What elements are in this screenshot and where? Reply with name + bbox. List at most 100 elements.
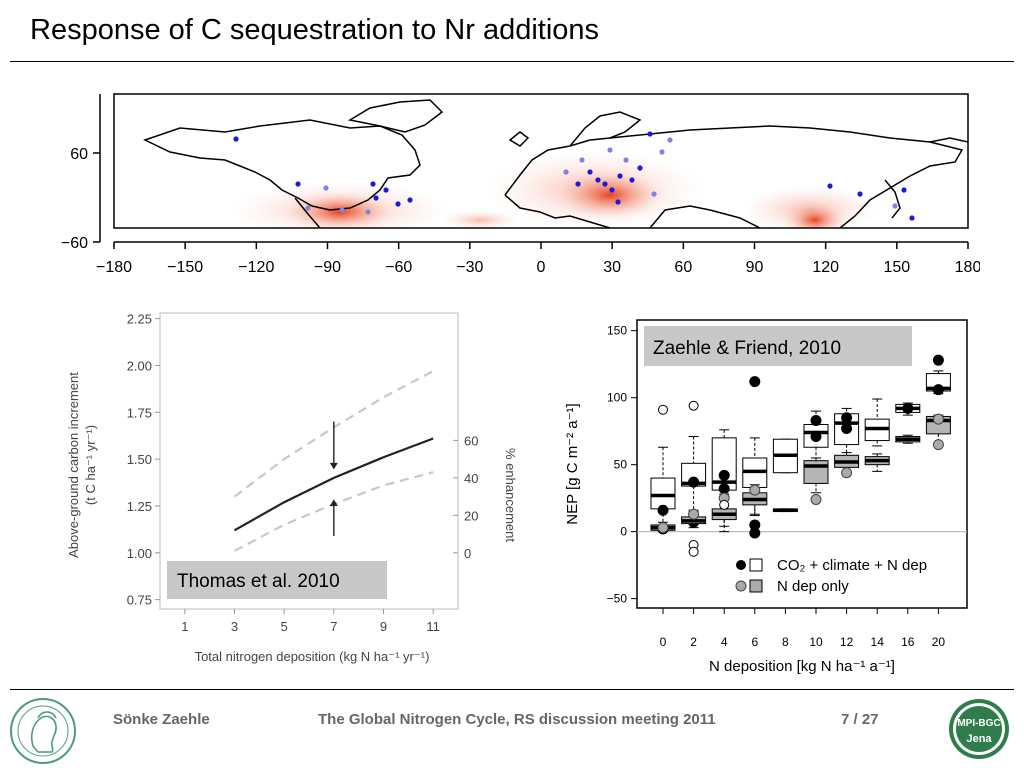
zaehle-x-tick-label: 2 [690, 635, 697, 649]
zaehle-x-tick-label: 8 [782, 635, 789, 649]
map-x-tick-label: −120 [238, 259, 274, 276]
coastlines [143, 99, 968, 228]
legend-grey-box [749, 579, 763, 593]
zaehle-point-co2 [841, 423, 853, 435]
zaehle-point-co2 [749, 527, 761, 539]
zaehle-point-ndep [810, 493, 822, 505]
thomas-mean-line [233, 437, 434, 532]
thomas-y-tick-label: 1.00 [127, 546, 152, 561]
mpi-bgc-logo: MPI-BGC Jena [949, 699, 1009, 759]
zaehle-annotation-box [644, 326, 912, 366]
thomas-x-tick-label: 7 [330, 619, 337, 634]
zaehle-x-tick-label: 14 [871, 635, 885, 649]
mpi-logo-text-bottom: Jena [966, 733, 992, 745]
map-x-tick-label: −180 [96, 259, 132, 276]
zaehle-point-ndep [932, 413, 944, 425]
thomas-x-tick-label: 3 [231, 619, 238, 634]
map-x-tick-label: −90 [314, 259, 341, 276]
thomas-y-tick-label: 2.00 [127, 358, 152, 373]
nitrogen-site-map: −180 −150 −120 −90 −60 −30 0 30 60 90 120 150 180 60 −… [61, 93, 980, 276]
zaehle-x-tick-label: 10 [809, 635, 823, 649]
zaehle-y-tick-label: 50 [614, 458, 628, 472]
legend-grey-dot [735, 580, 747, 592]
thomas-up-arrowhead [329, 499, 338, 506]
zaehle-annotation: Zaehle & Friend, 2010 [653, 338, 841, 359]
thomas-y2-tick-label: 60 [464, 433, 478, 448]
thomas-x-tick-label: 9 [380, 619, 387, 634]
zaehle-point-co2 [749, 376, 761, 388]
zaehle-box-chart: −50 0 50 100 150 0 2 4 6 8 10 12 14 16 20 Zaehle & Fri… [564, 319, 968, 675]
map-x-tick-label: 120 [812, 259, 839, 276]
deposition-heatmap [230, 150, 880, 228]
zaehle-x-tick-label: 6 [751, 635, 758, 649]
mpi-logo-text-top: MPI-BGC [957, 718, 1000, 729]
thomas-y-axis-label-line1: Above-ground carbon increment [66, 372, 81, 558]
zaehle-point-co2 [810, 414, 822, 426]
zaehle-point-ndep [688, 508, 700, 520]
zaehle-point-co2 [718, 469, 730, 481]
map-y-tick-label: 60 [70, 146, 88, 163]
thomas-line-chart: 1 3 5 7 9 11 0.75 1.00 1.25 1.50 1.75 2.00 2.25 0 20 40… [66, 312, 518, 664]
map-x-tick-label: 30 [603, 259, 621, 276]
zaehle-box-ndep [803, 460, 829, 484]
zaehle-x-tick-label: 0 [660, 635, 667, 649]
zaehle-point-ndep [749, 484, 761, 496]
zaehle-point-co2 [810, 431, 822, 443]
footer-event: The Global Nitrogen Cycle, RS discussion… [318, 711, 716, 728]
zaehle-point-co2 [657, 504, 669, 516]
footer-page-number: 7 / 27 [841, 711, 879, 728]
thomas-y-tick-label: 1.25 [127, 499, 152, 514]
minerva-seal-logo [10, 698, 76, 764]
map-x-tick-label: 0 [537, 259, 546, 276]
zaehle-x-tick-label: 20 [932, 635, 946, 649]
legend-item-co2: CO₂ + climate + N dep [777, 557, 927, 574]
footer-author: Sönke Zaehle [113, 711, 210, 728]
zaehle-outlier [719, 499, 730, 510]
map-x-tick-label: 180 [955, 259, 980, 276]
thomas-annotation: Thomas et al. 2010 [177, 571, 340, 592]
zaehle-y-tick-label: −50 [607, 592, 628, 606]
title-divider [10, 61, 1014, 62]
footer-divider [10, 689, 1014, 690]
zaehle-outlier [658, 404, 668, 415]
zaehle-x-tick-label: 4 [721, 635, 728, 649]
map-x-tick-label: −150 [167, 259, 203, 276]
zaehle-x-tick-label: 12 [840, 635, 854, 649]
thomas-x-axis-label: Total nitrogen deposition (kg N ha⁻¹ yr⁻… [195, 649, 430, 664]
site-dots [233, 131, 915, 221]
legend-item-ndep: N dep only [777, 578, 849, 595]
zaehle-box-co2 [650, 477, 676, 510]
zaehle-point-co2 [688, 476, 700, 488]
map-x-tick-label: −60 [385, 259, 412, 276]
thomas-y-tick-label: 1.50 [127, 452, 152, 467]
zaehle-point-co2 [902, 402, 914, 414]
zaehle-outlier [688, 546, 699, 557]
legend-white-box [749, 558, 763, 572]
thomas-x-tick-label: 1 [181, 619, 188, 634]
thomas-y-tick-label: 1.75 [127, 405, 152, 420]
zaehle-y-tick-label: 100 [607, 391, 627, 405]
zaehle-point-co2 [841, 412, 853, 424]
map-x-tick-label: −30 [456, 259, 483, 276]
thomas-y2-axis-label: % enhancement [503, 448, 518, 542]
zaehle-point-co2 [718, 483, 730, 495]
map-x-tick-label: 60 [674, 259, 692, 276]
zaehle-point-co2 [932, 384, 944, 396]
thomas-y2-tick-label: 40 [464, 471, 478, 486]
zaehle-point-co2 [932, 354, 944, 366]
thomas-y2-tick-label: 20 [464, 508, 478, 523]
map-x-tick-label: 150 [883, 259, 910, 276]
zaehle-legend: CO₂ + climate + N dep N dep only [735, 557, 927, 595]
zaehle-point-ndep [841, 467, 853, 479]
thomas-y2-tick-label: 0 [464, 546, 471, 561]
zaehle-y-axis-label: NEP [g C m⁻² a⁻¹] [564, 403, 581, 524]
map-y-tick-label: −60 [61, 235, 88, 252]
zaehle-x-axis-label: N deposition [kg N ha⁻¹ a⁻¹] [709, 658, 895, 675]
map-x-tick-label: 90 [746, 259, 764, 276]
zaehle-y-tick-label: 0 [620, 525, 627, 539]
thomas-x-tick-label: 5 [281, 619, 288, 634]
zaehle-point-ndep [657, 522, 669, 534]
zaehle-point-ndep [932, 439, 944, 451]
thomas-annotation-box [167, 561, 387, 599]
thomas-down-arrowhead [329, 462, 338, 470]
